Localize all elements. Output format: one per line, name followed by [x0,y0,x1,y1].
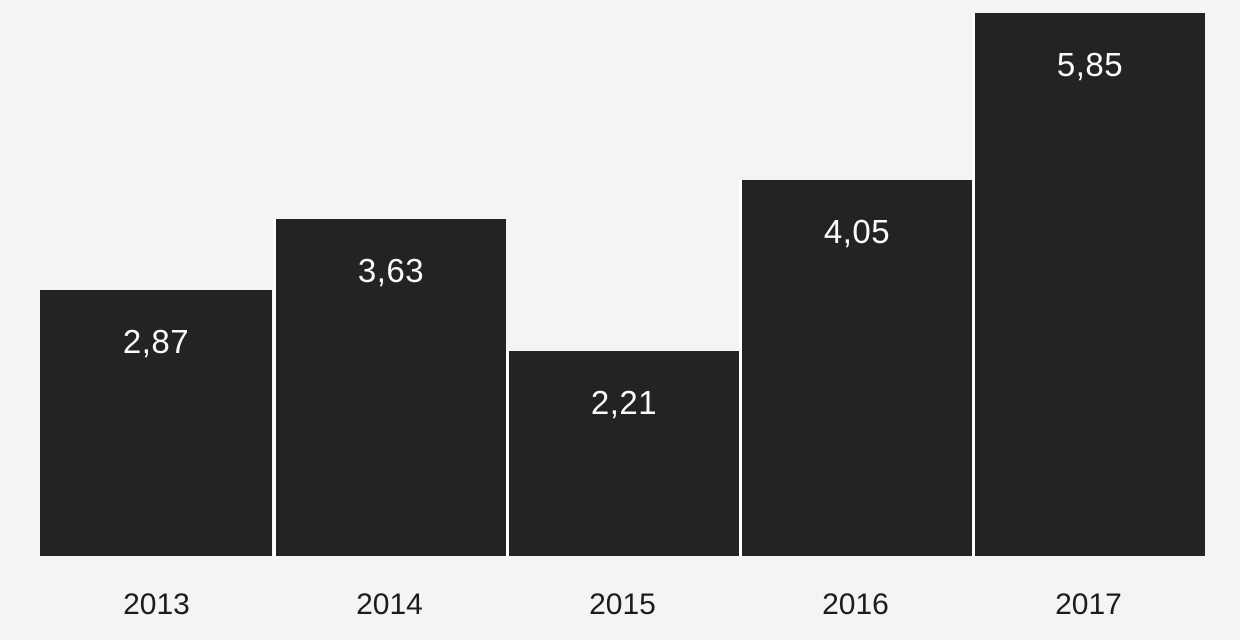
x-axis-tick-label: 2015 [589,588,656,621]
bar: 3,63 [273,219,506,556]
bar-value-label: 3,63 [357,252,425,290]
bar-value-label: 2,87 [122,322,190,360]
bar: 2,87 [40,289,272,556]
x-axis-tick-label: 2014 [356,588,423,621]
bar: 2,21 [506,351,739,556]
x-axis-tick-label: 2013 [123,588,190,621]
bar: 4,05 [739,180,972,556]
bar-value-label: 4,05 [823,213,891,251]
bar-value-label: 5,85 [1056,46,1124,84]
bar-value-label: 2,21 [590,384,658,422]
bar: 5,85 [972,13,1205,556]
x-axis-tick-label: 2016 [822,588,889,621]
x-axis-tick-label: 2017 [1055,588,1122,621]
